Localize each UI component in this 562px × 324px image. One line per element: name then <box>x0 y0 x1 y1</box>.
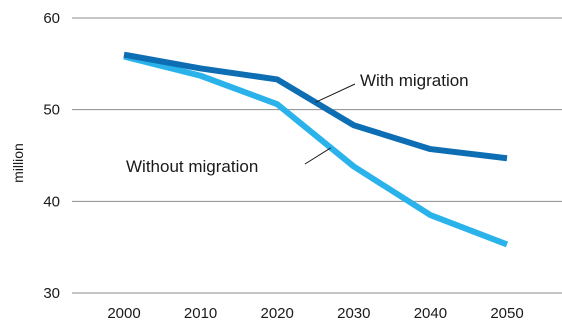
x-tick-label: 2030 <box>337 305 370 322</box>
series-line-without-migration <box>123 53 509 248</box>
grid-lines <box>72 17 562 294</box>
y-axis-label: million <box>10 143 26 183</box>
x-tick-label: 2040 <box>414 305 447 322</box>
x-tick-label: 2000 <box>107 305 140 322</box>
annotation-leader-without-migration <box>304 147 332 165</box>
annotation-leader-with-migration <box>315 83 356 103</box>
x-tick-label: 2050 <box>490 305 523 322</box>
y-tick-label: 30 <box>43 285 60 302</box>
annotation-with-migration: With migration <box>360 71 469 90</box>
x-tick-label: 2010 <box>184 305 217 322</box>
y-tick-label: 60 <box>43 10 60 27</box>
annotation-without-migration: Without migration <box>126 157 258 176</box>
y-tick-label: 40 <box>43 193 60 210</box>
y-axis-ticks: 30 40 50 60 <box>43 10 60 302</box>
x-tick-label: 2020 <box>261 305 294 322</box>
series-annotations: With migration Without migration <box>126 71 469 176</box>
x-axis-ticks: 2000 2010 2020 2030 2040 2050 <box>107 305 523 322</box>
y-tick-label: 50 <box>43 102 60 119</box>
